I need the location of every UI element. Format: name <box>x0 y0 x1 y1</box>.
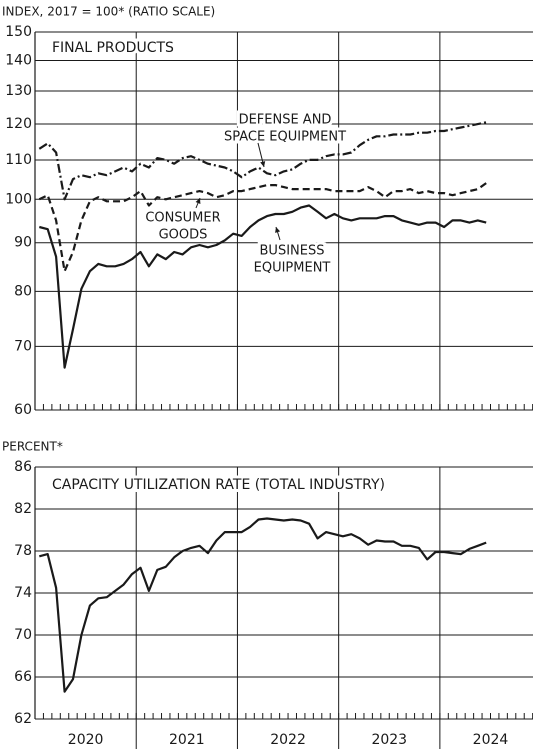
y-tick-label: 140 <box>5 52 32 68</box>
y-tick-label: 60 <box>14 402 32 418</box>
y-tick-label: 70 <box>14 627 32 643</box>
panel-title: CAPACITY UTILIZATION RATE (TOTAL INDUSTR… <box>52 477 385 493</box>
y-tick-label: 86 <box>14 459 32 475</box>
axis-label: PERCENT* <box>2 440 63 454</box>
y-tick-label: 74 <box>14 585 32 601</box>
year-label: 2020 <box>68 732 104 748</box>
y-tick-label: 90 <box>14 235 32 251</box>
y-tick-label: 150 <box>5 24 32 40</box>
data-line <box>38 182 487 273</box>
year-label: 2022 <box>270 732 306 748</box>
axis-label: INDEX, 2017 = 100* (RATIO SCALE) <box>2 5 215 19</box>
y-tick-label: 82 <box>14 501 32 517</box>
y-tick-label: 78 <box>14 543 32 559</box>
data-line <box>39 517 487 693</box>
year-label: 2024 <box>473 732 509 748</box>
arrow-head <box>195 198 201 204</box>
series-label: EQUIPMENT <box>254 261 331 276</box>
year-label: 2023 <box>371 732 407 748</box>
series-label: SPACE EQUIPMENT <box>224 130 346 145</box>
series-label: BUSINESS <box>260 244 325 259</box>
arrow-head <box>260 161 266 167</box>
series-label: CONSUMER <box>145 211 220 226</box>
y-tick-label: 100 <box>5 191 32 207</box>
y-tick-label: 80 <box>14 283 32 299</box>
series-label: DEFENSE AND <box>239 113 332 128</box>
y-tick-label: 130 <box>5 83 32 99</box>
year-label: 2021 <box>169 732 205 748</box>
y-tick-label: 110 <box>5 152 32 168</box>
series-label: GOODS <box>159 228 208 243</box>
y-tick-label: 70 <box>14 338 32 354</box>
data-line <box>39 204 487 369</box>
y-tick-label: 62 <box>14 711 32 727</box>
data-line <box>38 121 487 201</box>
arrow-head <box>275 227 281 233</box>
panel-title: FINAL PRODUCTS <box>52 40 174 56</box>
y-tick-label: 120 <box>5 116 32 132</box>
y-tick-label: 66 <box>14 669 32 685</box>
